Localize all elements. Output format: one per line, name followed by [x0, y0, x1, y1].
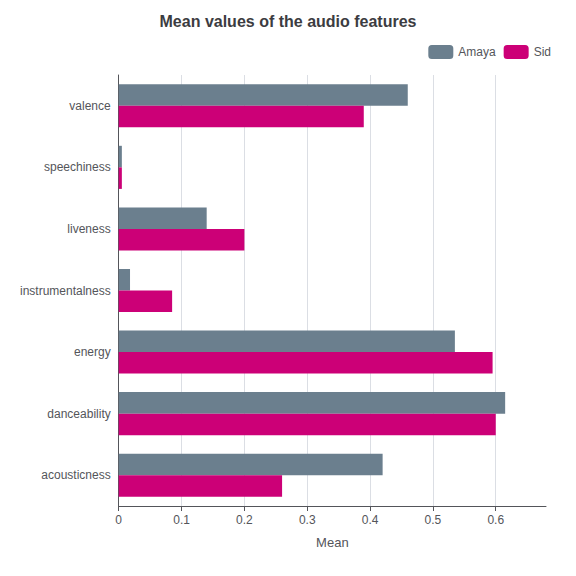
svg-text:Sid: Sid	[534, 45, 551, 59]
svg-text:0.6: 0.6	[487, 513, 504, 527]
svg-text:Mean: Mean	[316, 535, 349, 550]
svg-text:0.4: 0.4	[362, 513, 379, 527]
svg-text:Amaya: Amaya	[458, 45, 496, 59]
svg-text:0.1: 0.1	[173, 513, 190, 527]
svg-text:valence: valence	[69, 99, 111, 113]
svg-text:0: 0	[115, 513, 122, 527]
svg-text:liveness: liveness	[67, 222, 110, 236]
svg-text:danceability: danceability	[47, 407, 110, 421]
svg-text:acousticness: acousticness	[41, 468, 110, 482]
svg-text:energy: energy	[74, 345, 111, 359]
svg-text:instrumentalness: instrumentalness	[20, 284, 111, 298]
svg-text:0.5: 0.5	[425, 513, 442, 527]
svg-text:0.2: 0.2	[236, 513, 253, 527]
svg-text:speechiness: speechiness	[44, 160, 111, 174]
svg-text:0.3: 0.3	[299, 513, 316, 527]
svg-text:Mean values of the audio featu: Mean values of the audio features	[160, 13, 417, 30]
